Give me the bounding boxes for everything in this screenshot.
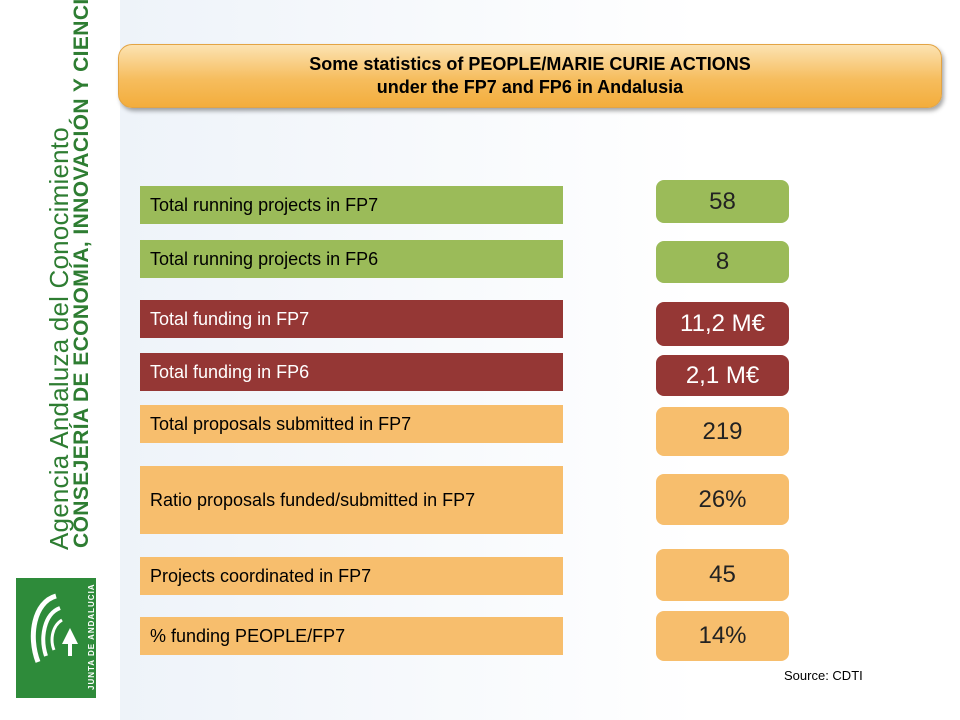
- source-note: Source: CDTI: [784, 668, 863, 683]
- stat-label-coordinated-fp7: Projects coordinated in FP7: [140, 557, 563, 595]
- stat-label-funding-fp7: Total funding in FP7: [140, 300, 563, 338]
- stat-value-coordinated-fp7: 45: [656, 549, 789, 601]
- stat-value-funding-fp7: 11,2 M€: [656, 302, 789, 346]
- stat-label-funding-fp6: Total funding in FP6: [140, 353, 563, 391]
- ministry-name: CONSEJERÍA DE ECONOMÍA, INNOVACIÓN Y CIE…: [70, 0, 93, 548]
- page-title-banner: Some statistics of PEOPLE/MARIE CURIE AC…: [118, 44, 942, 108]
- stat-value-running-fp7: 58: [656, 180, 789, 223]
- stat-label-running-fp6: Total running projects in FP6: [140, 240, 563, 278]
- stat-value-funding-fp6: 2,1 M€: [656, 355, 789, 396]
- sidebar: Agencia Andaluza del Conocimiento CONSEJ…: [0, 0, 120, 720]
- stat-value-people-funding: 14%: [656, 611, 789, 661]
- stat-label-ratio-fp7: Ratio proposals funded/submitted in FP7: [140, 466, 563, 534]
- title-line-2: under the FP7 and FP6 in Andalusia: [376, 77, 684, 97]
- stat-label-proposals-fp7: Total proposals submitted in FP7: [140, 405, 563, 443]
- stat-label-people-funding: % funding PEOPLE/FP7: [140, 617, 563, 655]
- stat-value-ratio-fp7: 26%: [656, 474, 789, 525]
- stat-value-running-fp6: 8: [656, 241, 789, 283]
- logo-emblem-icon: [30, 593, 78, 663]
- logo-text: JUNTA DE ANDALUCIA: [87, 583, 96, 690]
- stat-value-proposals-fp7: 219: [656, 407, 789, 456]
- stat-label-running-fp7: Total running projects in FP7: [140, 186, 563, 224]
- title-line-1: Some statistics of PEOPLE/MARIE CURIE AC…: [309, 54, 751, 74]
- junta-andalucia-logo: JUNTA DE ANDALUCIA: [16, 578, 96, 698]
